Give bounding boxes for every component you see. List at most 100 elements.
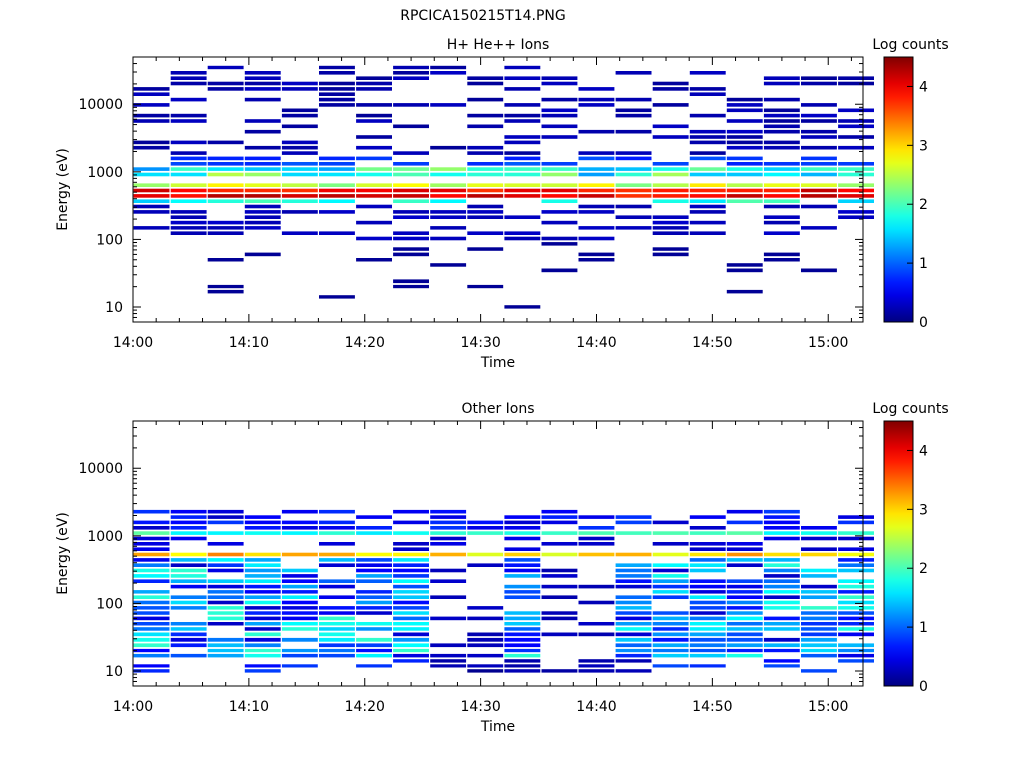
heatmap-cell [838, 172, 874, 177]
heatmap-cell [467, 210, 504, 214]
heatmap-cell [133, 568, 170, 573]
heatmap-cell [170, 595, 207, 599]
heatmap-cell [578, 97, 615, 102]
heatmap-cell [801, 536, 837, 541]
heatmap-cell [244, 220, 281, 225]
heatmap-cell [615, 659, 652, 663]
heatmap-cell [801, 119, 837, 123]
heatmap-cell [838, 568, 874, 573]
heatmap-cell [430, 194, 467, 198]
heatmap-cells [133, 65, 874, 309]
heatmap-cell [393, 167, 429, 171]
heatmap-cell [170, 600, 207, 605]
heatmap-cell [652, 637, 689, 642]
heatmap-cell [430, 579, 467, 583]
heatmap-cell [393, 71, 429, 75]
heatmap-cell [652, 247, 689, 251]
heatmap-cell [763, 220, 800, 225]
heatmap-cell [504, 584, 541, 589]
heatmap-cell [763, 194, 800, 198]
heatmap-cell [393, 653, 429, 658]
heatmap-cell [170, 119, 207, 123]
x-tick-label: 14:10 [229, 699, 269, 715]
heatmap-cell [504, 653, 541, 658]
heatmap-cell [578, 584, 615, 589]
heatmap-cell [838, 643, 874, 648]
heatmap-cell [838, 558, 874, 562]
heatmap-cell [578, 156, 615, 161]
heatmap-cell [615, 669, 652, 673]
heatmap-cell [504, 590, 541, 594]
heatmap-cell [801, 156, 837, 161]
heatmap-cell [838, 611, 874, 615]
heatmap-cell [207, 258, 244, 262]
heatmap-cell [504, 547, 541, 551]
heatmap-cell [726, 616, 763, 621]
heatmap-cell [207, 231, 244, 235]
heatmap-cell [281, 87, 318, 91]
heatmap-cell [207, 172, 244, 177]
heatmap-cell [689, 568, 726, 573]
heatmap-cell [356, 167, 392, 171]
heatmap-cell [726, 563, 763, 567]
heatmap-cell [578, 87, 615, 91]
heatmap-cell [763, 568, 800, 573]
heatmap-cell [281, 611, 318, 615]
heatmap-cell [467, 616, 504, 621]
heatmap-cell [578, 172, 615, 177]
heatmap-cell [170, 637, 207, 642]
heatmap-cell [689, 167, 726, 171]
heatmap-cell [170, 568, 207, 573]
y-tick-label: 10000 [78, 97, 123, 113]
heatmap-cell [763, 145, 800, 150]
heatmap-cell [319, 520, 355, 525]
heatmap-cell [763, 595, 800, 599]
heatmap-cell [504, 536, 541, 541]
heatmap-cell [393, 606, 429, 610]
heatmap-cell [541, 552, 578, 557]
heatmap-cell [430, 595, 467, 599]
heatmap-cell [838, 547, 874, 551]
x-axis-label: Time [480, 355, 515, 371]
heatmap-cell [207, 600, 244, 605]
heatmap-cell [207, 611, 244, 615]
heatmap-cell [726, 162, 763, 166]
heatmap-cell [393, 563, 429, 567]
heatmap-cell [763, 129, 800, 134]
heatmap-cell [652, 632, 689, 637]
heatmap-cell [763, 509, 800, 514]
heatmap-cell [726, 611, 763, 615]
heatmap-cell [726, 135, 763, 139]
heatmap-cell [170, 515, 207, 519]
colorbar-tick-label: 4 [919, 79, 928, 95]
heatmap-cell [133, 226, 170, 230]
x-tick-label: 14:30 [460, 335, 500, 351]
heatmap-cell [652, 552, 689, 557]
heatmap-cell [763, 600, 800, 605]
y-tick-label: 10 [105, 300, 123, 316]
heatmap-cell [504, 616, 541, 621]
heatmap-cell [504, 622, 541, 626]
heatmap-cell [430, 172, 467, 177]
heatmap-cell [801, 103, 837, 107]
heatmap-cell [726, 520, 763, 525]
heatmap-cell [763, 520, 800, 525]
colorbar-label: Log counts [872, 401, 948, 417]
heatmap-cell [838, 81, 874, 86]
heatmap-cell [170, 231, 207, 235]
heatmap-cell [244, 97, 281, 102]
colorbar-tick-label: 1 [919, 620, 928, 636]
heatmap-cell [541, 520, 578, 525]
heatmap-cell [615, 579, 652, 583]
heatmap-cell [763, 204, 800, 209]
heatmap-cell [467, 124, 504, 129]
heatmap-cell [689, 622, 726, 626]
heatmap-cell [504, 76, 541, 80]
heatmap-cell [430, 552, 467, 557]
heatmap-cell [838, 563, 874, 567]
heatmap-cell [689, 579, 726, 583]
heatmap-cell [763, 637, 800, 642]
y-axis-label: Energy (eV) [55, 148, 71, 231]
heatmap-cell [726, 622, 763, 626]
heatmap-cell [319, 584, 355, 589]
